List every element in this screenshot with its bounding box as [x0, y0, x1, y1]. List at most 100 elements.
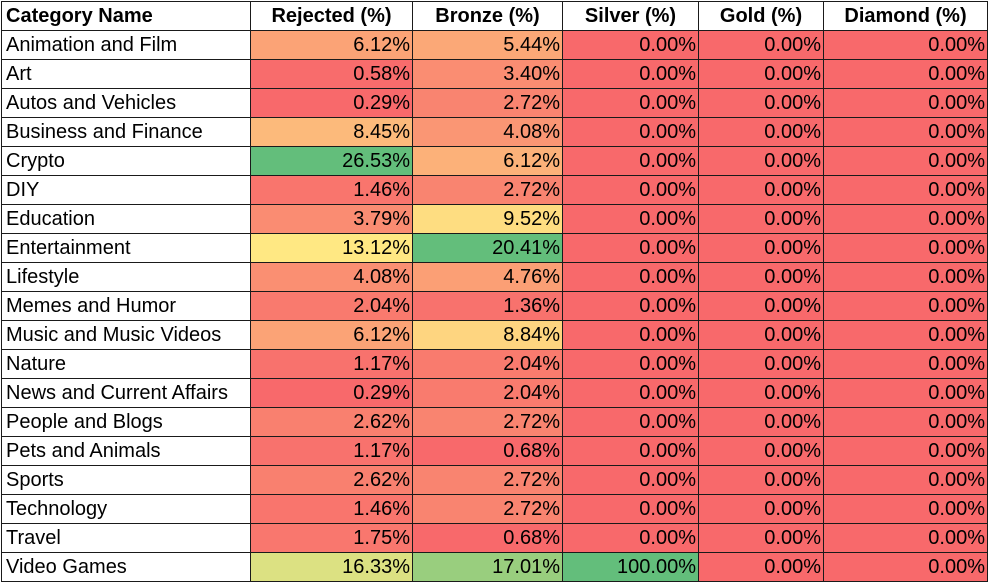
table-row: Memes and Humor 2.04% 1.36% 0.00% 0.00% 0.00% — [1, 291, 988, 321]
value-cell: 0.00% — [562, 320, 699, 350]
category-cell: Lifestyle — [1, 262, 251, 292]
column-header: Category Name — [1, 1, 251, 31]
value-cell: 0.00% — [823, 204, 988, 234]
value-cell: 0.00% — [823, 465, 988, 495]
column-header: Silver (%) — [562, 1, 699, 31]
value-cell: 3.79% — [250, 204, 413, 234]
value-cell: 0.00% — [562, 146, 699, 176]
value-cell: 0.00% — [698, 175, 824, 205]
table-row: Technology 1.46% 2.72% 0.00% 0.00% 0.00% — [1, 494, 988, 524]
value-cell: 1.75% — [250, 523, 413, 553]
value-cell: 0.00% — [698, 291, 824, 321]
table-row: Business and Finance 8.45% 4.08% 0.00% 0.00%… — [1, 117, 988, 147]
value-cell: 26.53% — [250, 146, 413, 176]
value-cell: 1.46% — [250, 494, 413, 524]
value-cell: 2.72% — [412, 494, 563, 524]
value-cell: 0.00% — [698, 88, 824, 118]
category-cell: Technology — [1, 494, 251, 524]
value-cell: 0.00% — [698, 320, 824, 350]
value-cell: 0.00% — [823, 320, 988, 350]
value-cell: 0.00% — [562, 117, 699, 147]
table-row: Lifestyle 4.08% 4.76% 0.00% 0.00% 0.00% — [1, 262, 988, 292]
value-cell: 5.44% — [412, 30, 563, 60]
column-header: Bronze (%) — [412, 1, 563, 31]
table-row: Education 3.79% 9.52% 0.00% 0.00% 0.00% — [1, 204, 988, 234]
value-cell: 0.00% — [698, 552, 824, 582]
category-cell: Animation and Film — [1, 30, 251, 60]
value-cell: 0.00% — [823, 407, 988, 437]
value-cell: 0.00% — [698, 233, 824, 263]
value-cell: 0.00% — [562, 407, 699, 437]
value-cell: 4.08% — [250, 262, 413, 292]
value-cell: 0.00% — [823, 262, 988, 292]
value-cell: 2.72% — [412, 407, 563, 437]
value-cell: 2.04% — [250, 291, 413, 321]
value-cell: 0.00% — [562, 262, 699, 292]
table-row: Sports 2.62% 2.72% 0.00% 0.00% 0.00% — [1, 465, 988, 495]
table-row: Crypto 26.53% 6.12% 0.00% 0.00% 0.00% — [1, 146, 988, 176]
category-cell: Pets and Animals — [1, 436, 251, 466]
category-cell: Video Games — [1, 552, 251, 582]
category-cell: Nature — [1, 349, 251, 379]
value-cell: 0.00% — [562, 436, 699, 466]
value-cell: 0.29% — [250, 88, 413, 118]
value-cell: 8.84% — [412, 320, 563, 350]
category-cell: DIY — [1, 175, 251, 205]
value-cell: 3.40% — [412, 59, 563, 89]
table-row: DIY 1.46% 2.72% 0.00% 0.00% 0.00% — [1, 175, 988, 205]
table-row: Autos and Vehicles 0.29% 2.72% 0.00% 0.00% 0.… — [1, 88, 988, 118]
value-cell: 6.12% — [412, 146, 563, 176]
category-cell: Autos and Vehicles — [1, 88, 251, 118]
value-cell: 17.01% — [412, 552, 563, 582]
value-cell: 0.68% — [412, 523, 563, 553]
value-cell: 6.12% — [250, 320, 413, 350]
value-cell: 0.00% — [823, 175, 988, 205]
table-row: Nature 1.17% 2.04% 0.00% 0.00% 0.00% — [1, 349, 988, 379]
table-row: Video Games 16.33% 17.01% 100.00% 0.00% 0.00% — [1, 552, 988, 582]
value-cell: 0.00% — [562, 233, 699, 263]
value-cell: 20.41% — [412, 233, 563, 263]
value-cell: 0.00% — [823, 146, 988, 176]
value-cell: 0.00% — [823, 59, 988, 89]
value-cell: 0.00% — [698, 494, 824, 524]
value-cell: 0.00% — [698, 146, 824, 176]
value-cell: 2.62% — [250, 465, 413, 495]
value-cell: 1.36% — [412, 291, 563, 321]
table-row: Animation and Film 6.12% 5.44% 0.00% 0.00% 0.… — [1, 30, 988, 60]
category-cell: Sports — [1, 465, 251, 495]
value-cell: 0.00% — [562, 465, 699, 495]
value-cell: 0.00% — [823, 523, 988, 553]
value-cell: 0.00% — [698, 59, 824, 89]
table-row: Travel 1.75% 0.68% 0.00% 0.00% 0.00% — [1, 523, 988, 553]
category-cell: Crypto — [1, 146, 251, 176]
value-cell: 0.00% — [562, 204, 699, 234]
table-row: News and Current Affairs 0.29% 2.04% 0.00% 0… — [1, 378, 988, 408]
column-header: Diamond (%) — [823, 1, 988, 31]
value-cell: 0.00% — [562, 59, 699, 89]
value-cell: 1.17% — [250, 436, 413, 466]
value-cell: 0.00% — [698, 349, 824, 379]
category-cell: Music and Music Videos — [1, 320, 251, 350]
value-cell: 0.00% — [823, 349, 988, 379]
value-cell: 1.17% — [250, 349, 413, 379]
value-cell: 0.00% — [698, 465, 824, 495]
table-body: Animation and Film 6.12% 5.44% 0.00% 0.00% 0.… — [1, 30, 988, 582]
value-cell: 2.72% — [412, 175, 563, 205]
value-cell: 0.00% — [823, 378, 988, 408]
category-cell: Business and Finance — [1, 117, 251, 147]
value-cell: 0.00% — [698, 262, 824, 292]
value-cell: 2.72% — [412, 88, 563, 118]
value-cell: 0.00% — [562, 378, 699, 408]
value-cell: 0.00% — [698, 436, 824, 466]
value-cell: 0.29% — [250, 378, 413, 408]
value-cell: 2.04% — [412, 349, 563, 379]
column-header: Gold (%) — [698, 1, 824, 31]
value-cell: 0.58% — [250, 59, 413, 89]
value-cell: 0.00% — [698, 378, 824, 408]
value-cell: 0.00% — [823, 30, 988, 60]
category-cell: Entertainment — [1, 233, 251, 263]
category-cell: Memes and Humor — [1, 291, 251, 321]
category-cell: Education — [1, 204, 251, 234]
table-row: Music and Music Videos 6.12% 8.84% 0.00% 0.0… — [1, 320, 988, 350]
